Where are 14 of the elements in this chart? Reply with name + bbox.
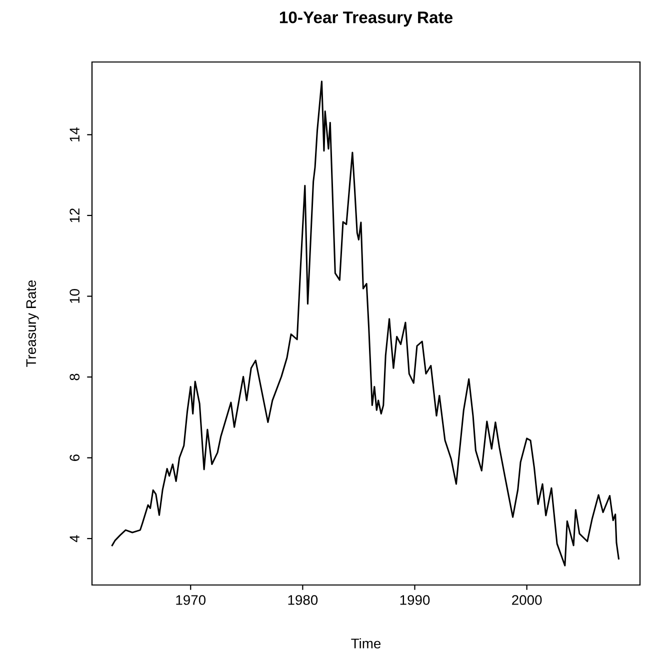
y-tick-label: 8 bbox=[70, 374, 80, 380]
y-tick-label: 6 bbox=[70, 454, 80, 461]
y-tick-label: 12 bbox=[70, 208, 80, 222]
y-tick-label: 14 bbox=[70, 127, 80, 142]
y-tick-label: 4 bbox=[70, 535, 80, 542]
y-tick-label: 10 bbox=[70, 289, 80, 303]
x-tick-label: 1970 bbox=[176, 595, 206, 605]
x-tick-label: 1990 bbox=[400, 595, 430, 605]
x-tick-label: 2000 bbox=[512, 595, 542, 605]
line-series bbox=[111, 80, 620, 566]
y-axis-title: Treasury Rate bbox=[26, 280, 39, 367]
x-axis-title: Time bbox=[351, 638, 381, 648]
x-tick-label: 1980 bbox=[288, 595, 318, 605]
chart-title: 10-Year Treasury Rate bbox=[280, 11, 453, 27]
